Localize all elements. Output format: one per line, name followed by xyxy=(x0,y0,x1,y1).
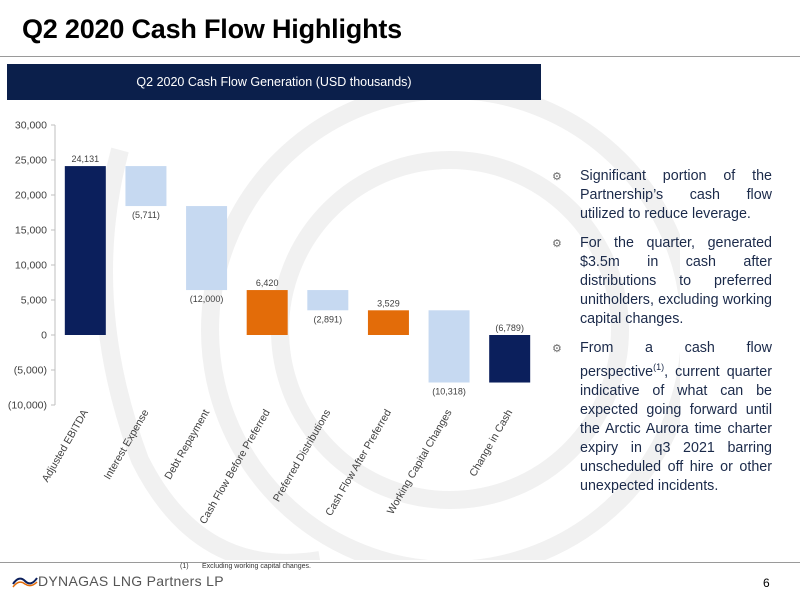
data-label: 6,420 xyxy=(256,278,279,288)
y-tick-label: 5,000 xyxy=(21,295,47,307)
y-tick-label: 10,000 xyxy=(15,260,47,272)
highlight-text-end: , current quarter indicative of what can… xyxy=(580,363,772,494)
logo-icon xyxy=(12,577,38,588)
data-label: (12,000) xyxy=(190,294,224,304)
waterfall-chart: 30,000 25,000 20,000 15,000 10,000 5,000 0 (5,0… xyxy=(8,120,531,526)
highlights-list: ⚙ Significant portion of the Partnership… xyxy=(552,167,772,506)
data-label: (2,891) xyxy=(314,314,343,324)
highlight-item: ⚙ For the quarter, generated $3.5m in ca… xyxy=(552,234,772,329)
waterfall-bar xyxy=(367,310,409,335)
chart-title: Q2 2020 Cash Flow Generation (USD thousa… xyxy=(7,64,541,100)
waterfall-bar xyxy=(307,290,349,311)
y-tick-label: 30,000 xyxy=(15,120,47,132)
waterfall-bar xyxy=(125,166,167,207)
highlight-text-start: From a cash flow perspective xyxy=(580,340,772,380)
highlight-item: ⚙ From a cash flow perspective(1), curre… xyxy=(552,339,772,496)
y-tick-label: 0 xyxy=(41,330,47,342)
y-tick-label: 25,000 xyxy=(15,155,47,167)
company-logo: DYNAGAS LNG Partners LP xyxy=(12,573,224,589)
gear-icon: ⚙ xyxy=(552,238,562,250)
y-tick-label: (5,000) xyxy=(14,365,47,377)
gear-icon: ⚙ xyxy=(552,171,562,183)
highlight-item: ⚙ Significant portion of the Partnership… xyxy=(552,167,772,224)
category-label: Cash Flow Before Preferred xyxy=(197,407,273,526)
waterfall-bar xyxy=(428,310,470,383)
y-tick-label: 20,000 xyxy=(15,190,47,202)
data-label: (6,789) xyxy=(495,323,524,333)
gear-icon: ⚙ xyxy=(552,343,562,355)
y-tick-label: 15,000 xyxy=(15,225,47,237)
footnote-ref: (1) xyxy=(653,362,665,372)
data-label: 24,131 xyxy=(72,154,100,164)
category-label: Cash Flow After Preferred xyxy=(323,407,394,518)
category-label: Adjusted EBITDA xyxy=(40,408,91,485)
waterfall-bar xyxy=(489,335,531,383)
category-label: Change in Cash xyxy=(467,407,515,478)
page-title: Q2 2020 Cash Flow Highlights xyxy=(22,14,402,44)
page-number: 6 xyxy=(763,576,770,590)
category-label: Working Capital Changes xyxy=(385,408,455,517)
highlight-text: Significant portion of the Partnership’s… xyxy=(580,168,772,222)
footer-divider xyxy=(0,562,800,563)
highlight-text: For the quarter, generated $3.5m in cash… xyxy=(580,235,772,327)
y-tick-label: (10,000) xyxy=(8,400,47,412)
waterfall-bar xyxy=(64,166,106,335)
category-label: Debt Repayment xyxy=(162,407,212,481)
waterfall-bar xyxy=(246,290,288,335)
data-label: (5,711) xyxy=(132,210,160,220)
logo-text: DYNAGAS LNG Partners LP xyxy=(38,573,224,589)
data-label: 3,529 xyxy=(377,298,400,308)
footnote-text: Excluding working capital changes. xyxy=(202,563,311,570)
title-divider xyxy=(0,56,800,57)
category-label: Interest Expense xyxy=(102,407,152,481)
footnote-number: (1) xyxy=(180,563,189,570)
waterfall-bar xyxy=(186,206,228,291)
data-label: (10,318) xyxy=(432,387,466,397)
footnote: (1) Excluding working capital changes. xyxy=(180,563,311,570)
category-label: Preferred Distributions xyxy=(271,408,334,504)
